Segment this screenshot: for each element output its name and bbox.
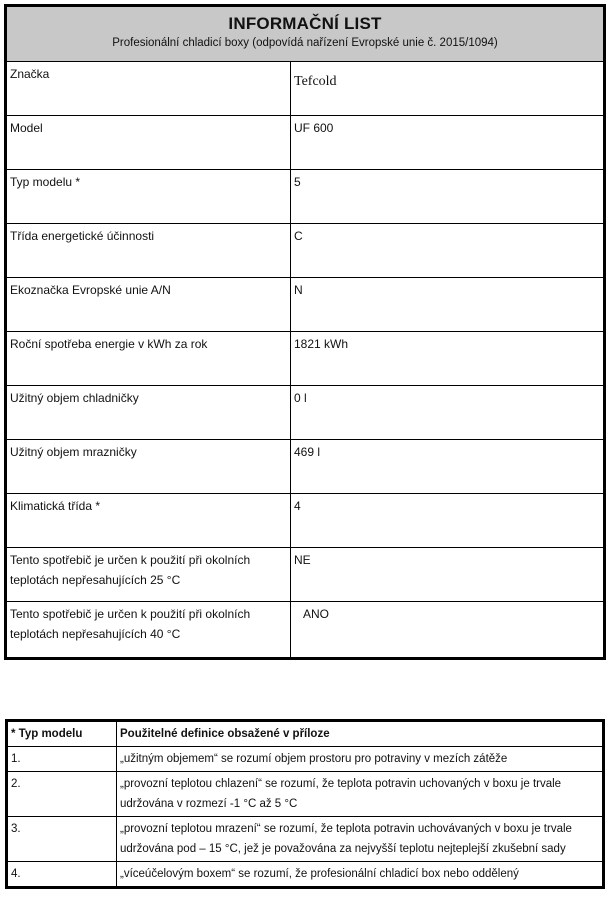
row-label: Ekoznačka Evropské unie A/N <box>7 278 291 331</box>
definitions-header: * Typ modelu Použitelné definice obsažené… <box>8 722 602 747</box>
row-number: 3. <box>8 817 117 861</box>
row-value: UF 600 <box>294 121 334 135</box>
row-value: 5 <box>294 175 301 189</box>
row-value: 1821 kWh <box>294 337 349 351</box>
table-row: Klimatická třída * 4 <box>7 494 603 548</box>
row-text: „víceúčelovým boxem“ se rozumí, že profe… <box>120 868 519 880</box>
row-label: Třída energetické účinnosti <box>7 224 291 277</box>
info-sheet-header: INFORMAČNÍ LIST Profesionální chladicí b… <box>7 7 603 62</box>
header-col1: * Typ modelu <box>8 722 117 746</box>
table-row: Model UF 600 <box>7 116 603 170</box>
row-text: „provozní teplotou chlazení“ se rozumí, … <box>120 778 562 810</box>
row-text: „provozní teplotou mrazení“ se rozumí, ž… <box>120 823 572 855</box>
row-label: Užitný objem mrazničky <box>7 440 291 493</box>
row-value: N <box>294 283 303 297</box>
row-number: 2. <box>8 772 117 816</box>
row-label: Tento spotřebič je určen k použití při o… <box>7 602 291 657</box>
table-row: Užitný objem chladničky 0 l <box>7 386 603 440</box>
row-value: 4 <box>294 499 301 513</box>
row-label: Značka <box>7 62 291 115</box>
page-subtitle: Profesionální chladicí boxy (odpovídá na… <box>112 37 498 49</box>
table-row: Tento spotřebič je určen k použití při o… <box>7 548 603 602</box>
row-label: Roční spotřeba energie v kWh za rok <box>7 332 291 385</box>
row-value: 469 l <box>294 445 321 459</box>
row-value: ANO <box>303 607 330 621</box>
table-row: Roční spotřeba energie v kWh za rok 1821 … <box>7 332 603 386</box>
table-row: Třída energetické účinnosti C <box>7 224 603 278</box>
row-text: „užitným objemem“ se rozumí objem prosto… <box>120 753 508 765</box>
row-label: Tento spotřebič je určen k použití při o… <box>7 548 291 601</box>
table-row: Ekoznačka Evropské unie A/N N <box>7 278 603 332</box>
row-number: 1. <box>8 747 117 771</box>
page-title: INFORMAČNÍ LIST <box>228 14 382 33</box>
row-label: Model <box>7 116 291 169</box>
table-row: 4. „víceúčelovým boxem“ se rozumí, že pro… <box>8 862 602 886</box>
row-value: 0 l <box>294 391 307 405</box>
row-value: C <box>294 229 303 243</box>
table-row: Tento spotřebič je určen k použití při o… <box>7 602 603 657</box>
row-number: 4. <box>8 862 117 886</box>
row-value: Tefcold <box>294 74 337 89</box>
info-sheet-table: INFORMAČNÍ LIST Profesionální chladicí b… <box>4 4 606 660</box>
table-row: 3. „provozní teplotou mrazení“ se rozumí,… <box>8 817 602 862</box>
row-label: Typ modelu * <box>7 170 291 223</box>
row-label: Užitný objem chladničky <box>7 386 291 439</box>
definitions-table: * Typ modelu Použitelné definice obsažené… <box>5 719 605 889</box>
table-row: Typ modelu * 5 <box>7 170 603 224</box>
header-col2: Použitelné definice obsažené v příloze <box>120 728 330 740</box>
table-row: Značka Tefcold <box>7 62 603 116</box>
table-row: 2. „provozní teplotou chlazení“ se rozumí… <box>8 772 602 817</box>
row-label: Klimatická třída * <box>7 494 291 547</box>
table-row: Užitný objem mrazničky 469 l <box>7 440 603 494</box>
table-row: 1. „užitným objemem“ se rozumí objem pros… <box>8 747 602 772</box>
row-value: NE <box>294 553 311 567</box>
